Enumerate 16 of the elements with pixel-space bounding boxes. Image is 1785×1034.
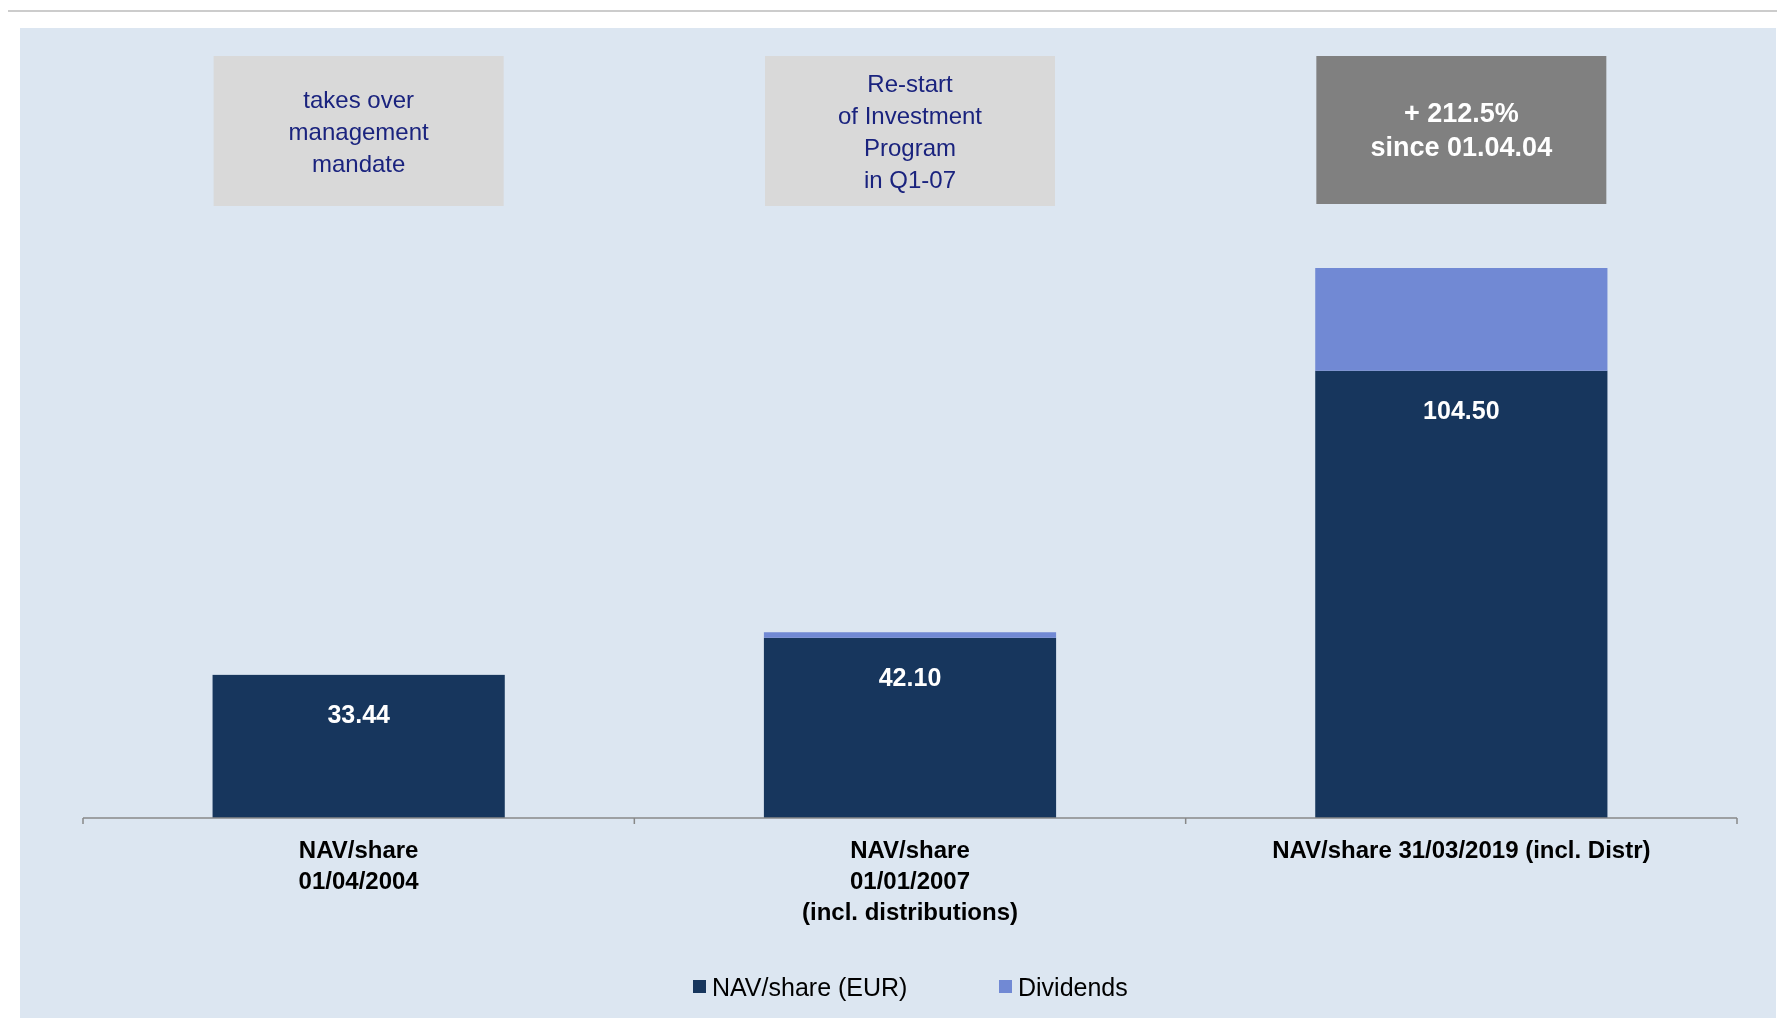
bar xyxy=(1315,370,1608,818)
text: Re-start of Investment Program in Q1-07 xyxy=(837,70,983,193)
bar xyxy=(763,632,1057,638)
text: + 212.5% since 01.04.04 xyxy=(1370,98,1553,162)
x-tick-label: NAV/share 31/03/2019 (incl. Distr) xyxy=(1272,836,1651,863)
bar xyxy=(763,637,1057,818)
data-label: 33.44 xyxy=(327,699,391,728)
legend-label: NAV/share (EUR) xyxy=(712,973,908,1001)
x-tick-label: NAV/share 01/01/2007 (incl. distributions) xyxy=(802,836,1018,925)
bar xyxy=(1315,268,1608,371)
data-label: 104.50 xyxy=(1423,395,1500,424)
x-tick-label: NAV/share 01/04/2004 xyxy=(298,836,420,894)
bar xyxy=(212,674,505,818)
text: takes over management mandate xyxy=(288,86,430,177)
data-label: 42.10 xyxy=(878,662,942,691)
legend-label: Dividends xyxy=(1018,973,1128,1001)
